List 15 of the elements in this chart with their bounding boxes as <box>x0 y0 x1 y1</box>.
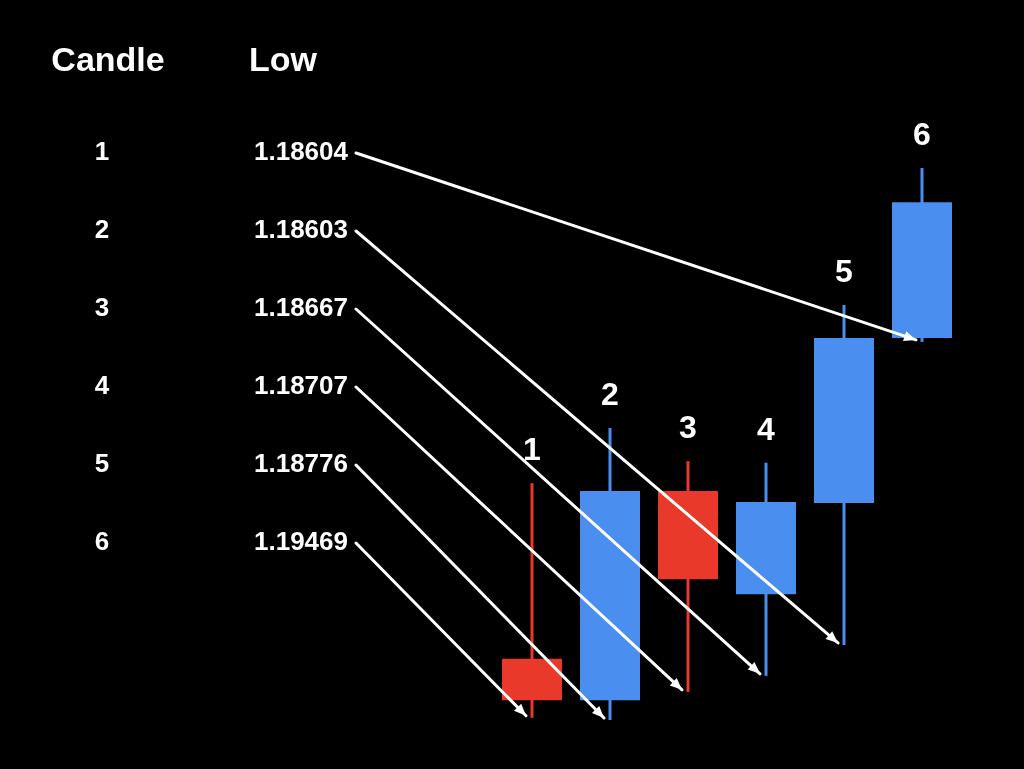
category-label: 4 <box>94 370 110 401</box>
text: Candle <box>51 40 165 79</box>
category-label: 3 <box>94 292 110 323</box>
category-label: 6 <box>94 526 110 557</box>
text: 1.18667 <box>254 292 348 323</box>
category-label: 5 <box>94 448 110 479</box>
text: 1.18707 <box>254 370 348 401</box>
text: 1.18603 <box>254 214 348 245</box>
text: 1.18604 <box>254 136 349 167</box>
text: 1.18776 <box>254 448 348 479</box>
category-label: 1 <box>94 136 110 167</box>
category-label: 2 <box>94 214 110 245</box>
text: 1.19469 <box>254 526 348 557</box>
text: Low <box>249 40 318 79</box>
x-tick-label: 4 <box>757 410 776 447</box>
